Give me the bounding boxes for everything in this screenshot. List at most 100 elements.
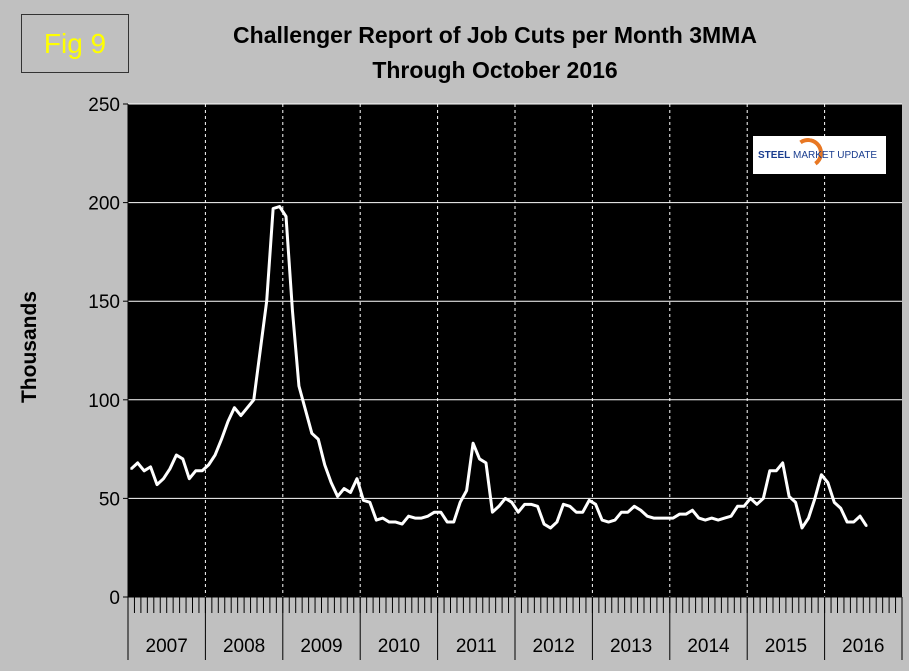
data-point xyxy=(446,521,449,524)
data-point xyxy=(252,398,255,401)
data-point xyxy=(742,505,745,508)
data-point xyxy=(594,503,597,506)
data-point xyxy=(472,442,475,445)
x-year-label: 2011 xyxy=(456,636,497,657)
data-point xyxy=(575,511,578,514)
data-point xyxy=(414,517,417,520)
data-point xyxy=(491,511,494,514)
data-point xyxy=(465,489,468,492)
data-point xyxy=(807,517,810,520)
data-point xyxy=(381,517,384,520)
data-point xyxy=(188,477,191,480)
data-point xyxy=(426,515,429,518)
data-point xyxy=(601,519,604,522)
logo-word-steel: STEEL xyxy=(758,149,791,161)
y-tick-label: 0 xyxy=(109,588,120,609)
data-point xyxy=(613,519,616,522)
data-point xyxy=(697,517,700,520)
data-point xyxy=(839,507,842,510)
y-tick-label: 200 xyxy=(88,194,120,215)
data-point xyxy=(323,463,326,466)
data-point xyxy=(291,310,294,313)
data-point xyxy=(175,454,178,457)
data-point xyxy=(762,497,765,500)
data-point xyxy=(510,501,513,504)
data-point xyxy=(181,457,184,460)
data-point xyxy=(336,495,339,498)
data-point xyxy=(736,505,739,508)
data-point xyxy=(652,517,655,520)
data-point xyxy=(168,467,171,470)
logo-word-rest: MARKET UPDATE xyxy=(790,149,878,161)
data-point xyxy=(233,406,236,409)
data-point xyxy=(523,503,526,506)
x-year-label: 2015 xyxy=(765,636,807,657)
data-point xyxy=(439,511,442,514)
data-point xyxy=(401,523,404,526)
data-point xyxy=(801,526,804,529)
figure-label: Fig 9 xyxy=(21,14,129,73)
data-point xyxy=(226,420,229,423)
data-point xyxy=(149,465,152,468)
x-year-label: 2012 xyxy=(533,636,575,657)
data-point xyxy=(304,408,307,411)
data-point xyxy=(755,503,758,506)
data-point xyxy=(820,473,823,476)
data-point xyxy=(517,511,520,514)
y-tick-label: 100 xyxy=(88,391,120,412)
data-point xyxy=(330,481,333,484)
data-point xyxy=(549,526,552,529)
data-point xyxy=(349,491,352,494)
y-tick-label: 50 xyxy=(99,489,120,510)
data-point xyxy=(194,469,197,472)
data-point xyxy=(136,461,139,464)
data-point xyxy=(665,517,668,520)
data-point xyxy=(459,501,462,504)
data-point xyxy=(833,501,836,504)
data-point xyxy=(478,457,481,460)
data-point xyxy=(201,469,204,472)
data-point xyxy=(297,385,300,387)
data-point xyxy=(749,497,752,500)
chart-subtitle: Through October 2016 xyxy=(372,57,618,83)
data-point xyxy=(562,503,565,506)
data-point xyxy=(156,483,159,486)
data-point xyxy=(420,517,423,520)
data-point xyxy=(659,517,662,520)
data-point xyxy=(646,515,649,518)
data-point xyxy=(788,495,791,498)
data-point xyxy=(588,499,591,502)
data-point xyxy=(368,501,371,504)
data-point xyxy=(633,505,636,508)
data-point xyxy=(684,513,687,516)
data-point xyxy=(259,349,262,352)
data-point xyxy=(704,519,707,522)
data-point xyxy=(278,205,281,208)
data-point xyxy=(775,469,778,472)
data-point xyxy=(285,215,288,218)
steel-market-update-logo: STEEL MARKET UPDATE xyxy=(753,135,886,174)
data-point xyxy=(355,477,358,480)
data-point xyxy=(678,513,681,516)
data-point xyxy=(865,525,868,528)
y-tick-label: 250 xyxy=(88,95,120,116)
data-point xyxy=(239,414,242,417)
data-point xyxy=(220,438,223,441)
data-point xyxy=(710,517,713,520)
data-point xyxy=(555,521,558,524)
data-point xyxy=(272,207,275,210)
data-point xyxy=(639,509,642,512)
x-year-label: 2016 xyxy=(842,636,884,657)
data-point xyxy=(717,519,720,522)
data-point xyxy=(452,521,455,524)
chart-title: Challenger Report of Job Cuts per Month … xyxy=(233,22,757,48)
data-point xyxy=(813,497,816,500)
data-point xyxy=(265,300,268,303)
data-point xyxy=(497,505,500,508)
data-point xyxy=(691,509,694,512)
x-year-label: 2014 xyxy=(687,636,730,657)
data-point xyxy=(207,463,210,466)
data-point xyxy=(407,515,410,518)
data-point xyxy=(394,521,397,524)
